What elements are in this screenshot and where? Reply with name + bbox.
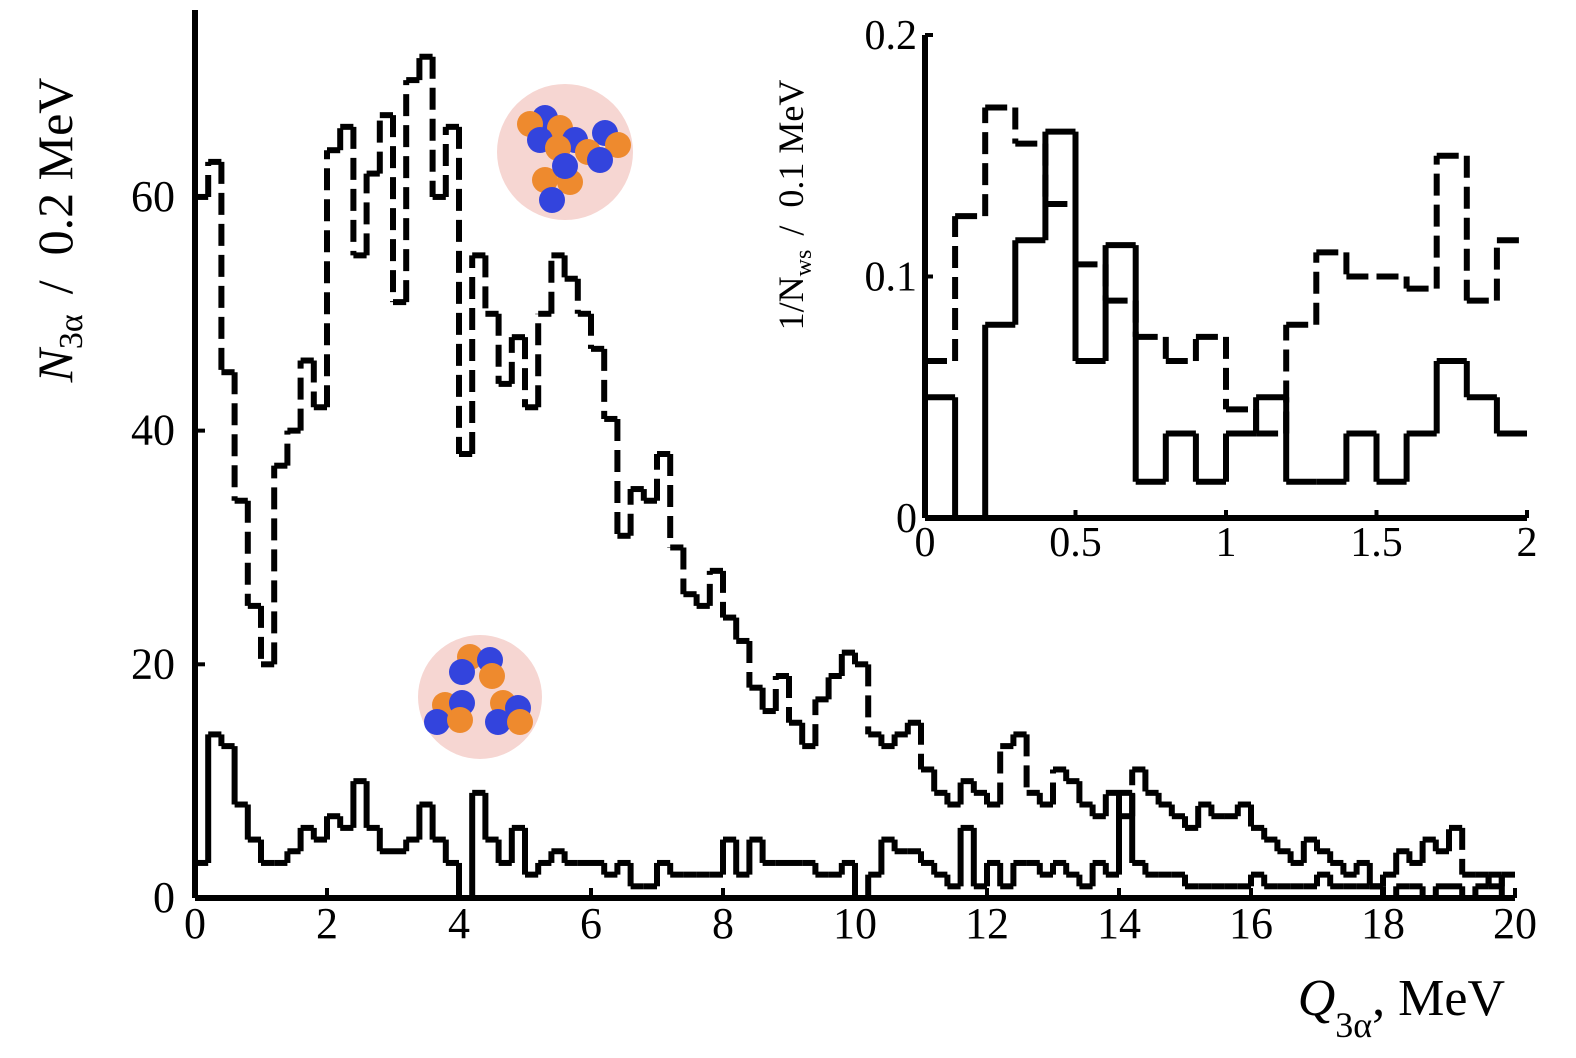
x-tick-label: 4 [448, 899, 470, 948]
x-tick-label: 2 [316, 899, 338, 948]
x-tick-label: 0 [184, 899, 206, 948]
inset-y-axis-label: 1/Nws / 0.1 MeV [771, 80, 817, 331]
y-tick-label: 0 [896, 496, 917, 542]
y-axis-label: N3α / 0.2 MeV [27, 78, 90, 384]
x-label-main: Q [1298, 970, 1336, 1027]
y-tick-label: 60 [131, 172, 175, 221]
x-tick-label: 16 [1229, 899, 1273, 948]
x-tick-label: 20 [1493, 899, 1537, 948]
x-tick-label: 0 [915, 520, 936, 566]
y-tick-label: 40 [131, 406, 175, 455]
x-label-unit: , MeV [1372, 970, 1505, 1027]
cluster-icon-triangle [418, 635, 542, 759]
x-tick-label: 2 [1517, 520, 1538, 566]
x-axis-label: Q3α, MeV [1298, 970, 1505, 1045]
y-label-sub: 3α [53, 314, 90, 349]
y-tick-label: 0.1 [865, 255, 918, 301]
y-tick-label: 0 [153, 873, 175, 922]
inset-y-label-main: 1/N [771, 276, 811, 330]
x-label-sub: 3α [1335, 1005, 1372, 1045]
x-tick-label: 0.5 [1049, 520, 1102, 566]
y-tick-label: 20 [131, 639, 175, 688]
x-tick-label: 8 [712, 899, 734, 948]
x-tick-label: 1.5 [1350, 520, 1403, 566]
y-label-unit: / 0.2 MeV [27, 78, 83, 295]
x-tick-label: 14 [1097, 899, 1141, 948]
x-tick-label: 6 [580, 899, 602, 948]
inset-y-label-sub: ws [791, 250, 817, 277]
x-tick-label: 12 [965, 899, 1009, 948]
cluster-icon-chain [497, 84, 633, 220]
y-tick-label: 0.2 [865, 13, 918, 59]
x-tick-label: 1 [1216, 520, 1237, 566]
x-tick-label: 18 [1361, 899, 1405, 948]
x-tick-label: 10 [833, 899, 877, 948]
inset-y-label-unit: / 0.1 MeV [771, 80, 811, 236]
y-label-main: N [27, 346, 83, 383]
